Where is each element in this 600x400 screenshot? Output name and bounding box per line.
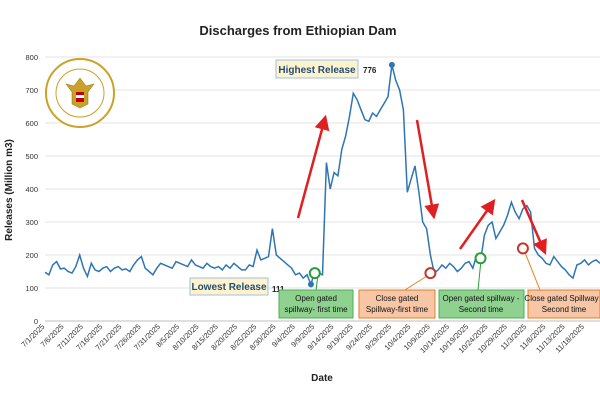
y-tick-label: 800 [25, 53, 38, 62]
x-tick-labels: 7/1/20257/6/20257/11/20257/16/20257/21/2… [19, 322, 586, 355]
ministry-logo [45, 58, 115, 128]
y-tick-label: 200 [25, 251, 38, 260]
lowest-point-marker [307, 281, 314, 288]
close2-text-line2: Second time [542, 305, 587, 314]
lowest-release-label: Lowest Release [191, 282, 266, 293]
close1-text-line2: Spillway-first time [366, 305, 429, 314]
open2-text-line1: Open gated spillway - [443, 294, 520, 303]
y-axis-label: Releases (Million m3) [4, 139, 15, 241]
x-axis-label: Date [311, 373, 333, 384]
rise-arrow-1 [296, 114, 330, 219]
open2-box [438, 289, 525, 319]
close2-text-line1: Close gated Spillway - [524, 294, 600, 303]
close2-marker [516, 242, 529, 255]
y-tick-label: 700 [25, 86, 38, 95]
lowest-release-box [189, 277, 269, 296]
y-tick-label: 300 [25, 218, 38, 227]
highest-point-marker [388, 61, 395, 68]
open1-box [278, 289, 354, 319]
y-tick-label: 0 [34, 317, 38, 326]
highest-release-label: Highest Release [278, 65, 356, 76]
open2-marker [474, 252, 487, 265]
highest-release-value: 776 [363, 66, 377, 75]
close1-text-line1: Close gated [376, 294, 419, 303]
close2-box [527, 289, 600, 319]
fall-arrow-2 [520, 199, 547, 255]
close1-box [358, 289, 436, 319]
open1-text-line2: spillway- first time [284, 305, 348, 314]
y-tick-label: 100 [25, 284, 38, 293]
series-line [44, 64, 600, 287]
close1-marker [424, 267, 437, 280]
y-tick-label: 400 [25, 185, 38, 194]
y-tick-label: 500 [25, 152, 38, 161]
open1-text-line1: Open gated [295, 294, 337, 303]
rise-arrow-2 [458, 198, 496, 250]
y-tick-label: 600 [25, 119, 38, 128]
y-tick-labels: 0 100 200 300 400 500 600 700 800 [25, 53, 38, 326]
open2-connector [477, 259, 482, 291]
open1-marker [308, 267, 321, 280]
fall-arrow-1 [415, 119, 440, 220]
chart-title: Discharges from Ethiopian Dam [199, 23, 396, 38]
open2-text-line2: Second time [459, 305, 504, 314]
highest-release-box [275, 59, 359, 79]
close2-connector [523, 249, 541, 291]
